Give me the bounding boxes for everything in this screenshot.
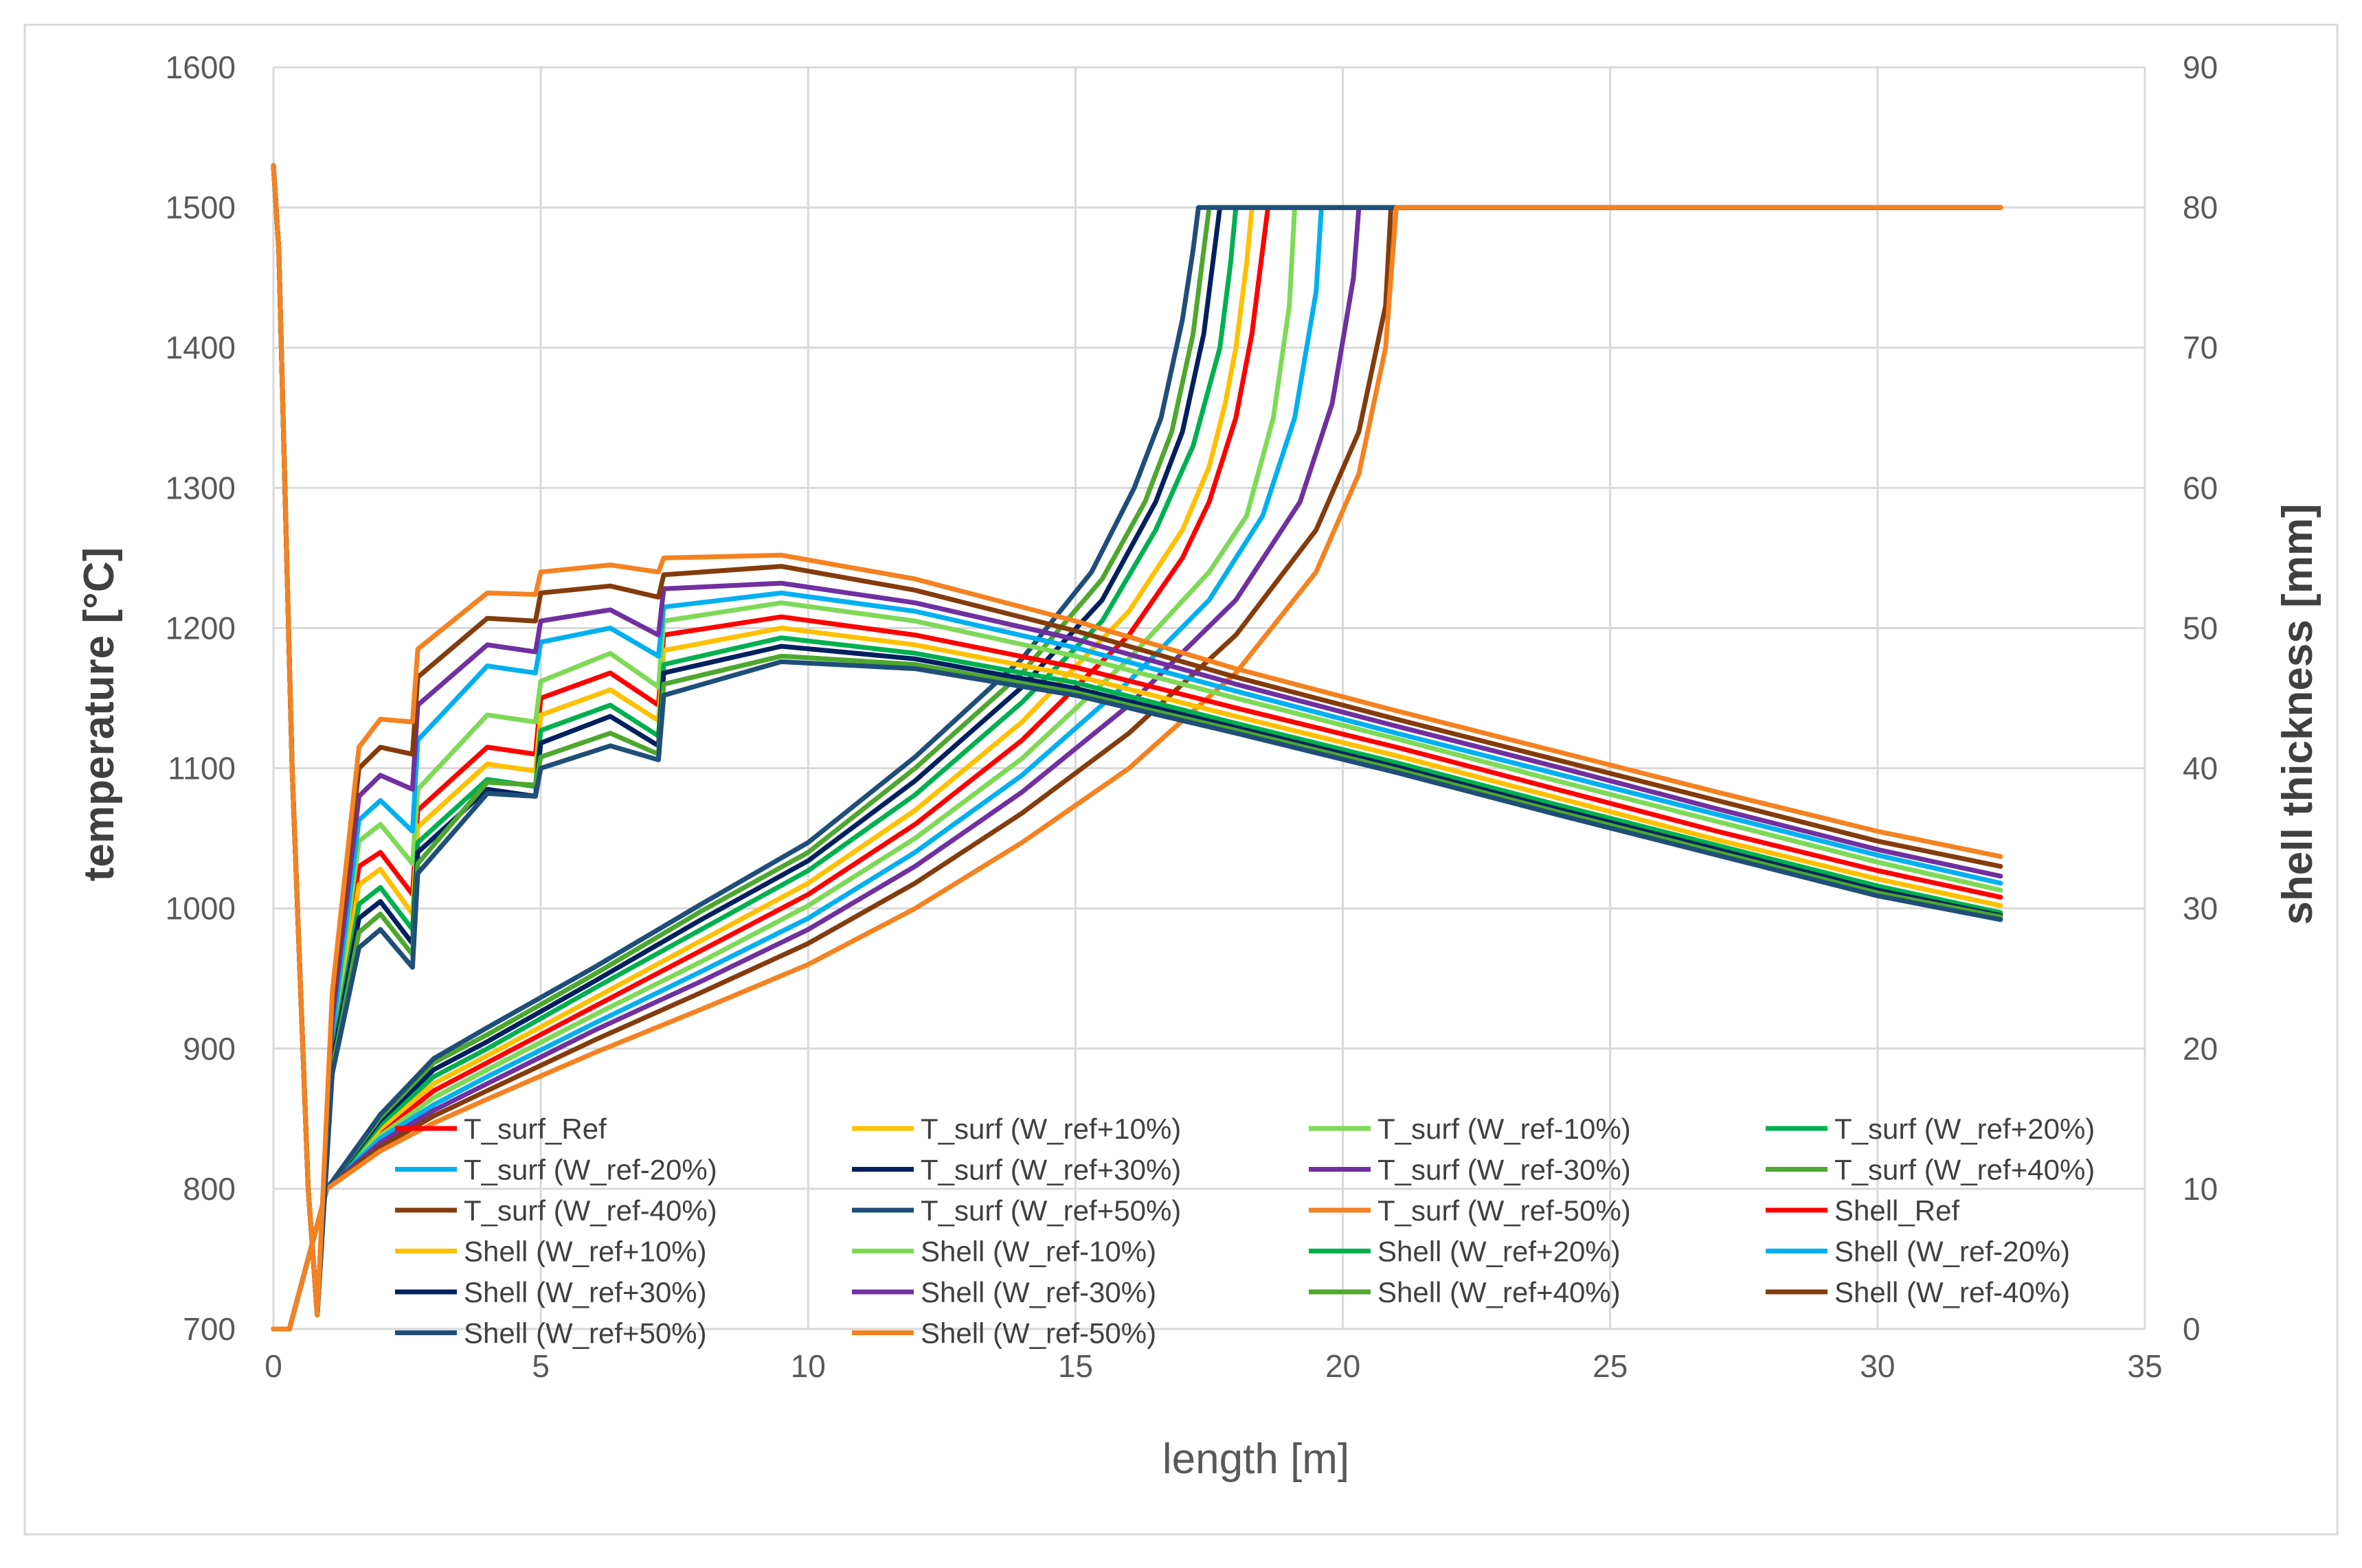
x-tick-label: 10 <box>791 1348 826 1384</box>
series-line-shell-w-ref-50 <box>271 205 2003 1332</box>
legend-label: Shell_Ref <box>1834 1194 1959 1227</box>
y2-tick-label: 50 <box>2183 610 2218 646</box>
y-tick-label: 1000 <box>166 891 236 927</box>
y-tick-label: 1300 <box>166 470 236 505</box>
legend-label: T_surf (W_ref-40%) <box>464 1194 717 1227</box>
y2-tick-label: 20 <box>2183 1031 2218 1067</box>
y2-tick-label: 30 <box>2183 891 2218 927</box>
y2-tick-label: 40 <box>2183 751 2218 786</box>
y2-tick-label: 90 <box>2183 49 2218 85</box>
legend-label: Shell (W_ref-40%) <box>1834 1276 2070 1308</box>
series-line-t-surf-w-ref-50 <box>271 163 2003 1318</box>
series-line-shell-w-ref-40 <box>271 205 2003 1332</box>
y-tick-label: 1200 <box>166 610 236 646</box>
x-tick-label: 25 <box>1593 1348 1628 1384</box>
y-tick-label: 1500 <box>166 190 236 225</box>
legend-label: Shell (W_ref-50%) <box>921 1317 1156 1350</box>
y-tick-label: 700 <box>183 1311 236 1347</box>
legend-label: Shell (W_ref-30%) <box>921 1276 1156 1308</box>
legend-label: T_surf (W_ref-50%) <box>1377 1194 1631 1227</box>
legend-label: T_surf (W_ref+50%) <box>921 1194 1181 1227</box>
legend-label: Shell (W_ref-10%) <box>921 1236 1156 1268</box>
legend-label: T_surf (W_ref+10%) <box>921 1113 1181 1145</box>
x-tick-label: 0 <box>265 1348 282 1384</box>
series-layer <box>271 163 2003 1332</box>
y2-tick-label: 70 <box>2183 330 2218 365</box>
y-tick-label: 1100 <box>168 751 236 786</box>
legend-label: T_surf (W_ref+30%) <box>921 1154 1181 1186</box>
x-tick-label: 35 <box>2127 1348 2162 1384</box>
legend-label: T_surf (W_ref-30%) <box>1377 1154 1631 1186</box>
y2-tick-label: 60 <box>2183 470 2218 505</box>
y-axis-title: temperature [°C] <box>76 547 123 881</box>
y2-tick-label: 80 <box>2183 190 2218 225</box>
chart-frame <box>23 23 2339 1536</box>
axes: 7008009001000110012001300140015001600010… <box>166 49 2218 1384</box>
legend-label: T_surf_Ref <box>464 1113 607 1145</box>
series-line-shell-w-ref-20 <box>271 205 2003 1332</box>
legend-label: T_surf (W_ref+40%) <box>1834 1154 2095 1186</box>
legend-label: Shell (W_ref+20%) <box>1377 1236 1621 1268</box>
y-tick-label: 1400 <box>166 330 236 365</box>
y2-axis-title: shell thickness [mm] <box>2274 503 2321 924</box>
x-tick-label: 5 <box>532 1348 550 1384</box>
legend-label: Shell (W_ref-20%) <box>1834 1236 2070 1268</box>
legend-label: Shell (W_ref+10%) <box>464 1236 707 1268</box>
legend-label: T_surf (W_ref-20%) <box>464 1154 717 1186</box>
x-tick-label: 30 <box>1860 1348 1895 1384</box>
x-axis-title: length [m] <box>1162 1435 1349 1483</box>
y2-tick-label: 10 <box>2183 1171 2218 1207</box>
x-tick-label: 20 <box>1325 1348 1360 1384</box>
legend-label: T_surf (W_ref-10%) <box>1377 1113 1631 1145</box>
y2-tick-label: 0 <box>2183 1311 2201 1347</box>
y-tick-label: 1600 <box>166 49 236 85</box>
legend: T_surf_Ref T_surf (W_ref+10%) T_surf (W_re… <box>395 1113 2095 1350</box>
legend-label: Shell (W_ref+40%) <box>1377 1276 1621 1308</box>
legend-label: T_surf (W_ref+20%) <box>1834 1113 2095 1145</box>
legend-label: Shell (W_ref+30%) <box>464 1276 707 1308</box>
series-line-shell-w-ref-50 <box>271 205 2003 1332</box>
series-line-shell-w-ref-30 <box>271 205 2003 1332</box>
y-tick-label: 900 <box>183 1031 236 1067</box>
series-line-shell-w-ref-10 <box>271 205 2003 1332</box>
y-tick-label: 800 <box>183 1171 236 1207</box>
x-tick-label: 15 <box>1058 1348 1093 1384</box>
legend-label: Shell (W_ref+50%) <box>464 1317 707 1350</box>
